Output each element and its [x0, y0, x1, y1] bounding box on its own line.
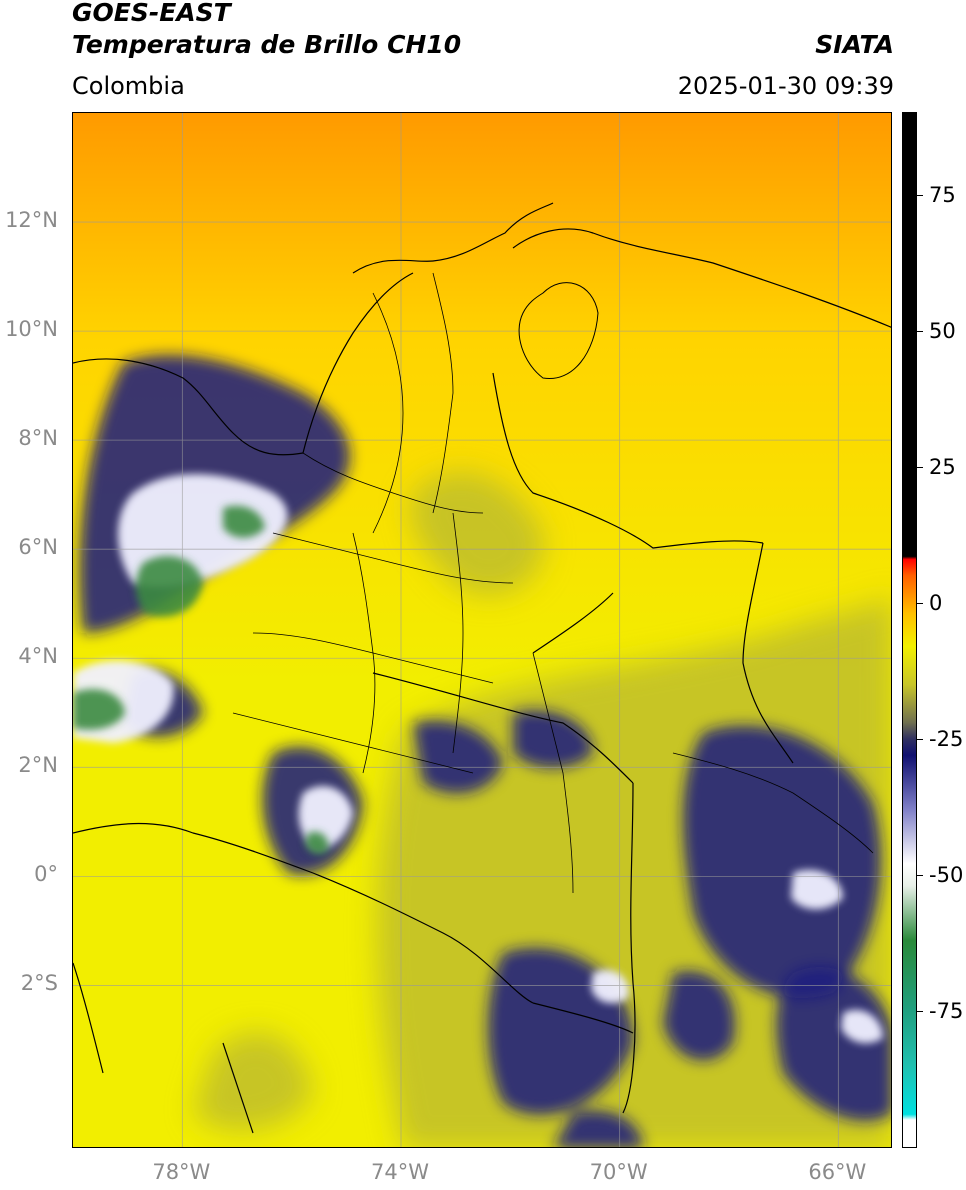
- map-panel[interactable]: [72, 112, 892, 1148]
- lat-tick-label: 6°N: [18, 535, 58, 560]
- product-title: Temperatura de Brillo CH10: [72, 30, 462, 59]
- lon-tick-label: 74°W: [371, 1160, 429, 1184]
- colorbar-tick-mark: [917, 874, 923, 876]
- lat-tick-label: 10°N: [5, 317, 58, 342]
- colorbar-tick-label: 75: [929, 182, 956, 207]
- colorbar-tick-mark: [917, 466, 923, 468]
- lon-tick-label: 70°W: [589, 1160, 648, 1184]
- region-label: Colombia: [72, 72, 185, 100]
- colorbar-tick-mark: [917, 194, 923, 196]
- lake-maracaibo: [518, 282, 599, 380]
- colorbar-scale: [903, 113, 916, 1147]
- colorbar-tick-label: 0: [929, 590, 943, 615]
- lon-tick-label: 66°W: [808, 1160, 867, 1184]
- country-borders: [73, 202, 891, 1134]
- coldest-cores: [73, 505, 329, 855]
- colorbar-tick-label: 25: [929, 454, 956, 479]
- colorbar-tick-mark: [917, 1010, 923, 1012]
- colorbar: [902, 112, 917, 1148]
- colorbar-tick-label: 50: [929, 318, 956, 343]
- colorbar-tick-label: -25: [929, 726, 964, 751]
- colorbar-tick-mark: [917, 602, 923, 604]
- lat-tick-label: 2°S: [20, 971, 58, 996]
- colorbar-tick-mark: [917, 738, 923, 740]
- gridlines: [73, 113, 891, 1147]
- colorbar-tick-label: -75: [929, 998, 964, 1023]
- colorbar-tick-label: -50: [929, 862, 964, 887]
- lat-tick-label: 12°N: [5, 208, 58, 233]
- satellite-title: GOES-EAST: [72, 0, 231, 27]
- lat-tick-label: 4°N: [18, 644, 58, 669]
- brightness-temperature-map: [73, 113, 891, 1147]
- lat-tick-label: 8°N: [18, 426, 58, 451]
- agency-label: SIATA: [815, 30, 894, 59]
- datetime-label: 2025-01-30 09:39: [677, 72, 894, 100]
- lon-tick-label: 78°W: [152, 1160, 211, 1184]
- lat-tick-label: 0°: [34, 862, 58, 887]
- department-borders: [232, 272, 874, 894]
- lat-tick-label: 2°N: [18, 753, 58, 778]
- colorbar-tick-mark: [917, 330, 923, 332]
